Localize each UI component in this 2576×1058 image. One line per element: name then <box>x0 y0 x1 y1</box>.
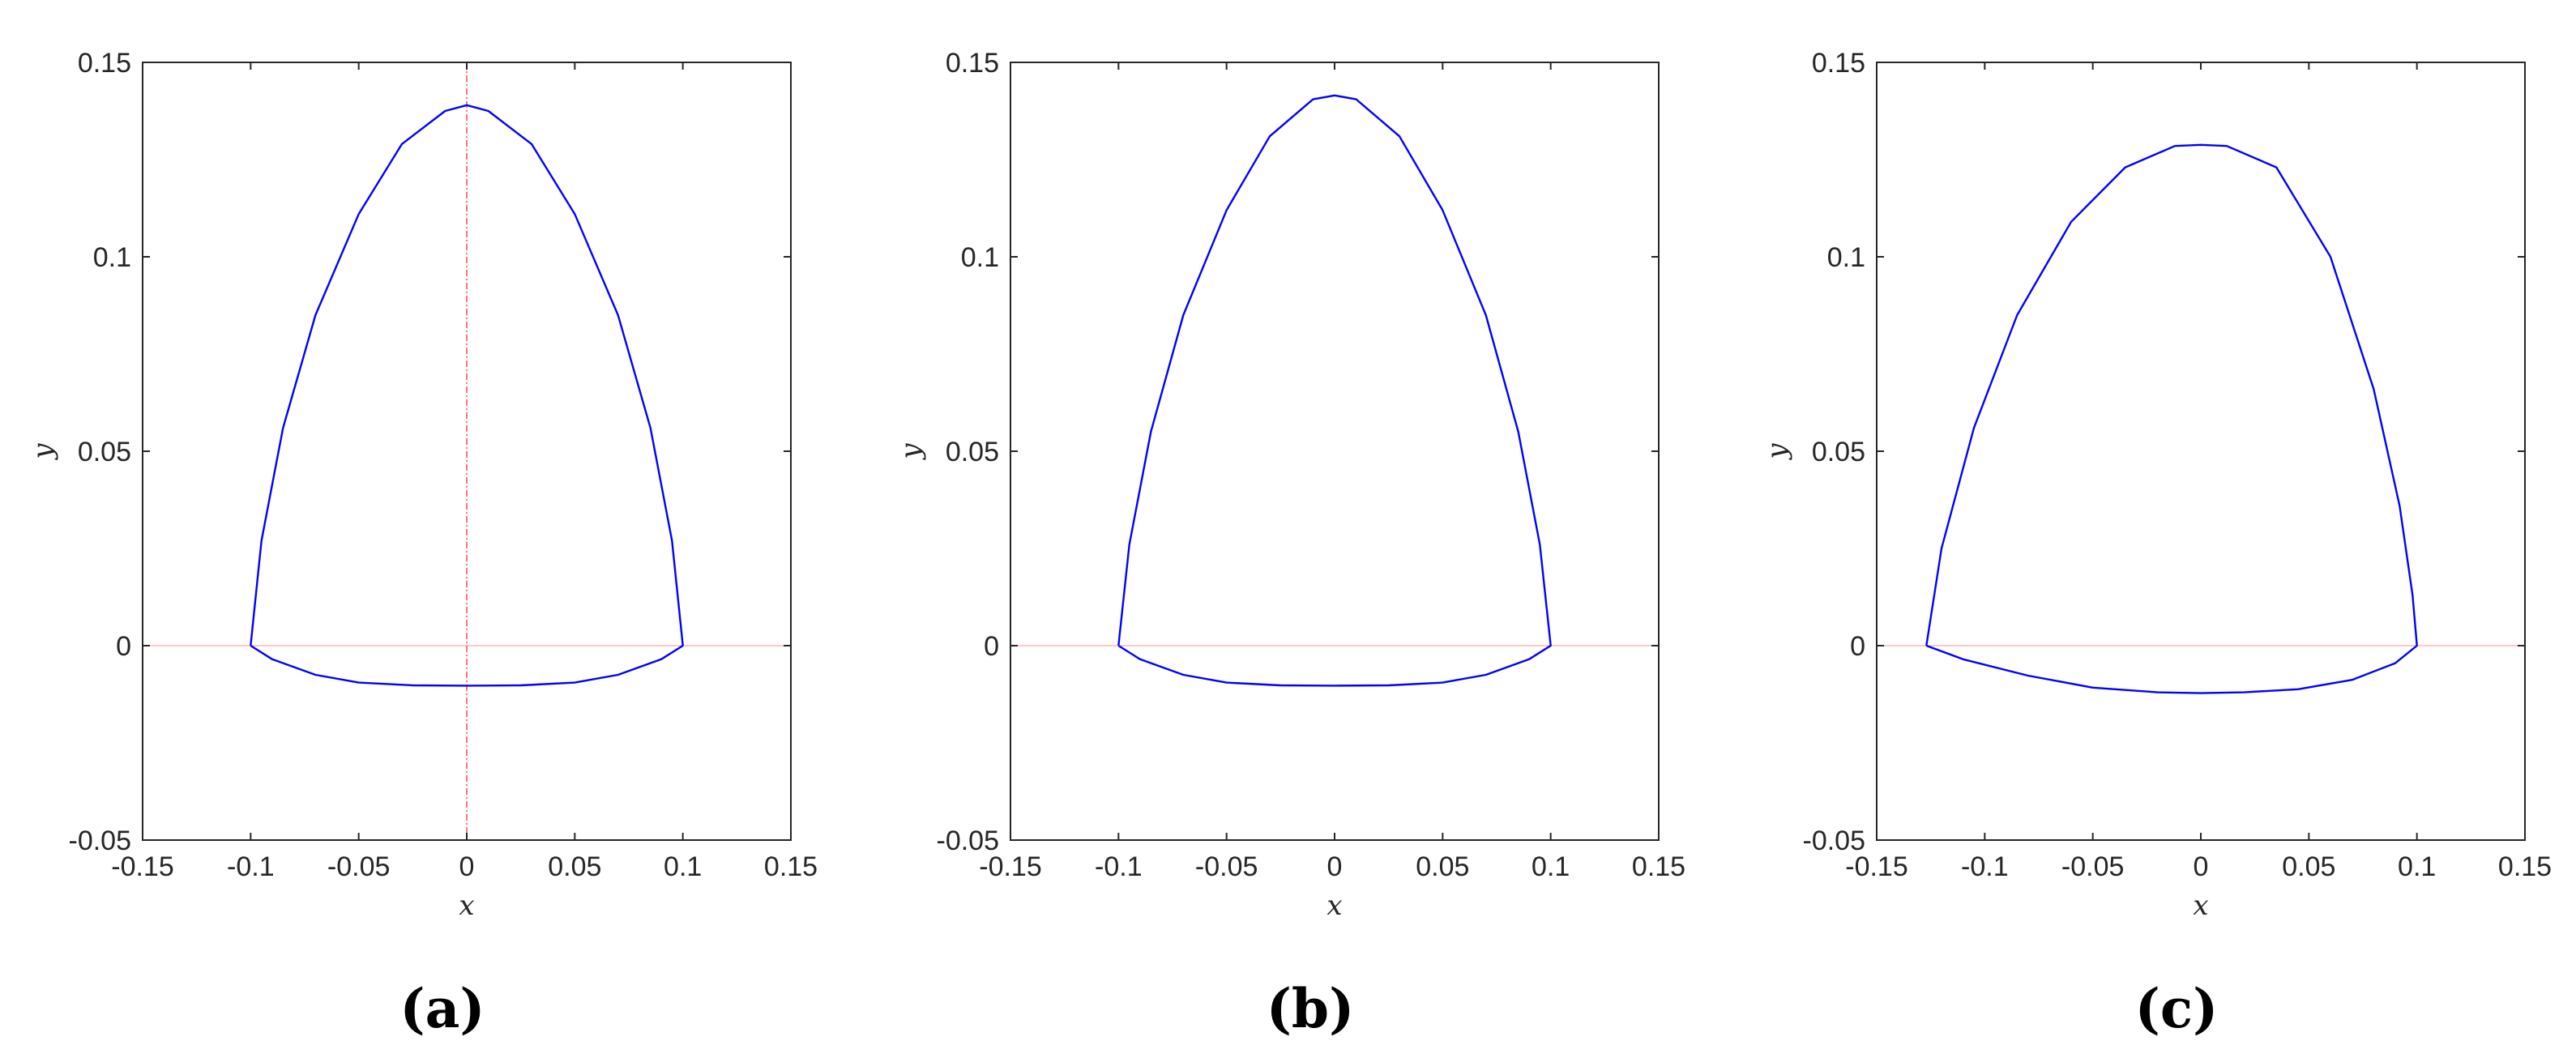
x-tick-label: -0.1 <box>1095 851 1143 882</box>
y-tick-label: 0.1 <box>961 242 999 273</box>
y-tick-label: -0.05 <box>1803 825 1866 856</box>
x-tick-label: 0 <box>459 851 475 882</box>
y-tick-label: 0.15 <box>946 48 999 79</box>
y-axis-label: y <box>27 443 59 461</box>
y-tick-label: 0.05 <box>78 437 131 467</box>
x-tick-label: -0.1 <box>227 851 275 882</box>
chart-panel-a: -0.15 -0.1 -0.05 0 0.05 0.1 0.15 -0.05 0 0.05 0.1 0… <box>27 48 818 1040</box>
axes-box <box>1876 62 2526 841</box>
x-tick-label: 0.1 <box>664 851 702 882</box>
chart-panel-c: -0.15 -0.1 -0.05 0 0.05 0.1 0.15 -0.05 0 0.05 0.1 0… <box>1761 48 2552 1040</box>
x-tick-label: 0.05 <box>548 851 601 882</box>
axes-box <box>1010 62 1660 841</box>
x-tick-label: 0.15 <box>1632 851 1685 882</box>
x-axis-label: x <box>459 889 474 922</box>
x-tick-label: -0.05 <box>327 851 391 882</box>
x-tick-label: 0.15 <box>2498 851 2552 882</box>
panel-label: (c) <box>2135 977 2219 1040</box>
x-tick-label: 0.15 <box>764 851 818 882</box>
y-axis-label: y <box>895 443 927 461</box>
y-tick-label: 0.05 <box>946 437 999 467</box>
series-line <box>250 104 684 687</box>
x-tick-label: 0.05 <box>2282 851 2335 882</box>
panel-label: (b) <box>1267 977 1355 1040</box>
y-tick-label: 0.15 <box>78 48 131 79</box>
x-tick-label: -0.15 <box>1845 851 1908 882</box>
x-axis-label: x <box>2193 889 2208 922</box>
x-axis-label: x <box>1326 889 1342 922</box>
x-tick-label: -0.15 <box>979 851 1042 882</box>
x-tick-label: 0 <box>2194 851 2209 882</box>
x-tick-label: -0.05 <box>1195 851 1258 882</box>
y-tick-label: 0 <box>1850 631 1865 662</box>
x-tick-label: 0.1 <box>2398 851 2436 882</box>
y-tick-label: -0.05 <box>69 825 132 856</box>
y-tick-label: 0.15 <box>1812 48 1865 79</box>
y-tick-label: 0 <box>116 631 131 662</box>
x-tick-label: -0.1 <box>1961 851 2009 882</box>
y-tick-label: 0.05 <box>1812 437 1865 467</box>
x-tick-label: 0 <box>1327 851 1343 882</box>
chart-panel-b: -0.15 -0.1 -0.05 0 0.05 0.1 0.15 -0.05 0 0.05 0.1 0… <box>895 48 1685 1040</box>
x-tick-label: 0.1 <box>1532 851 1570 882</box>
y-tick-label: -0.05 <box>937 825 1000 856</box>
y-tick-label: 0.1 <box>93 242 131 273</box>
y-axis-label: y <box>1761 443 1793 461</box>
x-tick-label: 0.05 <box>1416 851 1469 882</box>
x-tick-label: -0.15 <box>111 851 174 882</box>
y-tick-label: 0.1 <box>1827 242 1865 273</box>
y-tick-label: 0 <box>984 631 999 662</box>
series-line <box>1925 143 2418 694</box>
x-tick-label: -0.05 <box>2061 851 2125 882</box>
panel-label: (a) <box>399 977 485 1040</box>
series-line <box>1117 94 1552 687</box>
